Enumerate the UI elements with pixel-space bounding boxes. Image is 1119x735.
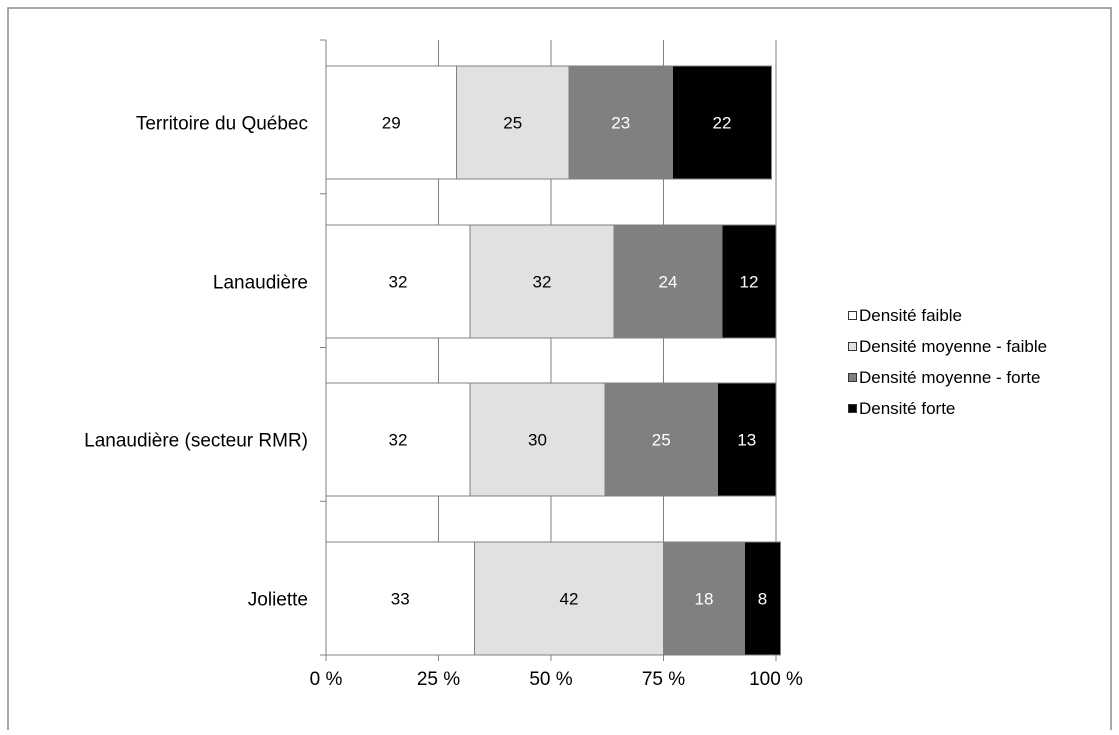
data-label: 32: [389, 431, 408, 450]
legend-label: Densité moyenne - forte: [859, 367, 1041, 387]
bar-segment: [469, 224, 615, 339]
legend: Densité faible Densité moyenne - faible De…: [848, 300, 1047, 424]
bars-layer: [325, 65, 781, 656]
data-label: 23: [611, 114, 630, 133]
bar-segment: [474, 541, 664, 656]
legend-item: Densité moyenne - faible: [848, 331, 1047, 362]
x-tick-label: 0 %: [310, 669, 343, 690]
x-tick-label: 25 %: [417, 669, 460, 690]
legend-swatch: [848, 311, 857, 320]
bar-segment: [672, 65, 772, 180]
legend-label: Densité faible: [859, 305, 963, 325]
data-label: 32: [533, 273, 552, 292]
bar-segment: [568, 65, 673, 180]
bar-segment: [325, 382, 471, 497]
data-label: 42: [560, 590, 579, 609]
data-label: 30: [528, 431, 547, 450]
x-tick-label: 100 %: [749, 669, 803, 690]
legend-label: Densité forte: [859, 398, 956, 418]
bar-segment: [613, 224, 723, 339]
data-label: 22: [713, 114, 732, 133]
category-label: Lanaudière: [213, 273, 308, 294]
x-tick-label: 50 %: [529, 669, 572, 690]
data-label: 25: [503, 114, 522, 133]
bar-segment: [325, 65, 457, 180]
legend-item: Densité faible: [848, 300, 1047, 331]
chart-area-border: [7, 7, 1112, 730]
data-label: 24: [659, 273, 678, 292]
bar-segment: [744, 541, 781, 656]
category-label: Joliette: [248, 590, 308, 611]
category-label: Territoire du Québec: [136, 114, 308, 135]
legend-swatch: [848, 404, 857, 413]
data-label: 13: [737, 431, 756, 450]
data-label: 12: [740, 273, 759, 292]
bar-segment: [469, 382, 606, 497]
legend-swatch: [848, 342, 857, 351]
bar-segment: [721, 224, 777, 339]
labels-layer: 0 % 25 % 50 % 75 % 100 % 29 25 23 22 Territoire d…: [84, 114, 803, 691]
legend-item: Densité moyenne - forte: [848, 362, 1047, 393]
data-label: 33: [391, 590, 410, 609]
bar-segment: [717, 382, 777, 497]
legend-label: Densité moyenne - faible: [859, 336, 1048, 356]
data-label: 29: [382, 114, 401, 133]
category-label: Lanaudière (secteur RMR): [84, 431, 308, 452]
bar-segment: [604, 382, 718, 497]
legend-item: Densité forte: [848, 393, 1047, 424]
data-label: 32: [389, 273, 408, 292]
data-label: 25: [652, 431, 671, 450]
bar-segment: [456, 65, 570, 180]
legend-swatch: [848, 373, 857, 382]
data-label: 18: [695, 590, 714, 609]
axes-layer: [7, 7, 1112, 730]
data-label: 8: [758, 590, 767, 609]
x-tick-label: 75 %: [642, 669, 685, 690]
